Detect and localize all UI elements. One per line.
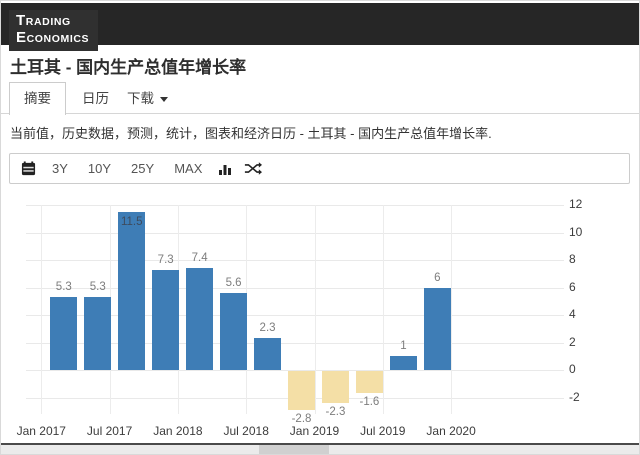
calendar-icon[interactable] xyxy=(21,161,36,176)
bar-value-label: -2.3 xyxy=(325,405,346,418)
bar-value-label: 6 xyxy=(434,271,441,284)
bar[interactable] xyxy=(254,338,282,370)
y-axis-label: 0 xyxy=(569,362,576,376)
x-axis-label: Jul 2017 xyxy=(86,424,133,438)
gridline-vertical xyxy=(451,205,453,414)
bar[interactable] xyxy=(84,297,112,370)
bottom-rule xyxy=(1,443,639,445)
bar-value-label: 2.3 xyxy=(259,322,276,335)
gridline-horizontal xyxy=(26,205,564,206)
gridline-horizontal xyxy=(26,260,564,261)
tab-summary-label: 摘要 xyxy=(24,91,51,106)
gridline-horizontal xyxy=(26,370,564,371)
gridline-horizontal xyxy=(26,315,564,316)
bar-value-label: 5.6 xyxy=(225,277,242,289)
gridline-horizontal xyxy=(26,287,564,289)
bar-value-label: 1 xyxy=(400,340,407,353)
bar[interactable] xyxy=(50,297,78,370)
top-navigation-bar: TRADING ECONOMICS xyxy=(1,3,639,51)
x-axis-label: Jan 2017 xyxy=(16,424,66,438)
bar-value-label: -1.6 xyxy=(359,396,380,408)
y-axis-label: 12 xyxy=(569,197,583,211)
bar-chart-icon[interactable] xyxy=(218,162,232,176)
bar-value-label: 7.3 xyxy=(157,253,174,266)
trading-economics-logo[interactable]: TRADING ECONOMICS xyxy=(9,10,99,51)
y-axis-label: 4 xyxy=(569,307,576,321)
y-axis-label: 10 xyxy=(569,224,583,239)
y-axis-label: 2 xyxy=(569,334,576,349)
gridline-vertical xyxy=(41,205,43,414)
bar[interactable] xyxy=(288,371,316,410)
bar[interactable] xyxy=(118,211,146,370)
tab-summary[interactable]: 摘要 xyxy=(9,82,66,115)
bar-value-label: -2.8 xyxy=(291,412,312,425)
chart: 5.3 5.3 11.5 7.3 7.4 5.6 2.3 -2.8 -2.3 -1.6 1 6 Jan … xyxy=(1,191,639,444)
scrollbar-thumb[interactable] xyxy=(259,445,329,454)
logo-line-1: TRADING xyxy=(16,12,71,29)
y-axis-label: -2 xyxy=(569,389,580,404)
chart-toolbar: 3Y 10Y 25Y MAX xyxy=(9,153,630,184)
bar-value-label: 5.3 xyxy=(55,281,72,294)
gridline-vertical xyxy=(382,205,384,414)
tab-download-label: 下载 xyxy=(127,91,154,106)
bar-value-label: 11.5 xyxy=(120,215,143,228)
y-axis-label: 6 xyxy=(569,279,576,294)
tab-download[interactable]: 下载 xyxy=(113,83,182,114)
range-10y-button[interactable]: 10Y xyxy=(87,161,112,176)
range-max-button[interactable]: MAX xyxy=(174,161,203,176)
chevron-down-icon xyxy=(160,96,168,102)
range-25y-button[interactable]: 25Y xyxy=(131,161,155,176)
tab-calendar[interactable]: 日历 xyxy=(68,83,123,114)
bar[interactable] xyxy=(423,287,451,370)
x-axis-label: Jan 2018 xyxy=(153,424,203,438)
gridline-horizontal xyxy=(26,342,564,344)
y-axis-label: 8 xyxy=(569,252,576,266)
range-3y-button[interactable]: 3Y xyxy=(52,161,68,176)
bar-value-label: 5.3 xyxy=(89,281,106,294)
bar[interactable] xyxy=(186,268,214,370)
bar[interactable] xyxy=(220,293,248,370)
bar-value-label: 7.4 xyxy=(191,252,208,265)
gridline-vertical xyxy=(314,205,316,414)
tab-calendar-label: 日历 xyxy=(82,91,109,106)
x-axis-label: Jan 2020 xyxy=(426,424,476,438)
tabs-underline xyxy=(1,113,639,114)
gridline-horizontal xyxy=(26,232,564,234)
x-axis-label: Jul 2019 xyxy=(360,424,406,438)
page-description: 当前值，历史数据，预测，统计，图表和经济日历 - 土耳其 - 国内生产总值年增长… xyxy=(10,126,492,141)
bar[interactable] xyxy=(321,371,349,403)
x-axis-label: Jan 2019 xyxy=(289,424,340,438)
shuffle-icon[interactable] xyxy=(244,162,263,175)
bar[interactable] xyxy=(355,371,383,393)
page-title: 土耳其 - 国内生产总值年增长率 xyxy=(10,58,247,77)
bar[interactable] xyxy=(152,269,180,370)
logo-line-2: ECONOMICS xyxy=(16,28,90,46)
bar[interactable] xyxy=(389,356,417,370)
x-axis-label: Jul 2018 xyxy=(223,424,269,438)
horizontal-scrollbar xyxy=(1,445,639,454)
